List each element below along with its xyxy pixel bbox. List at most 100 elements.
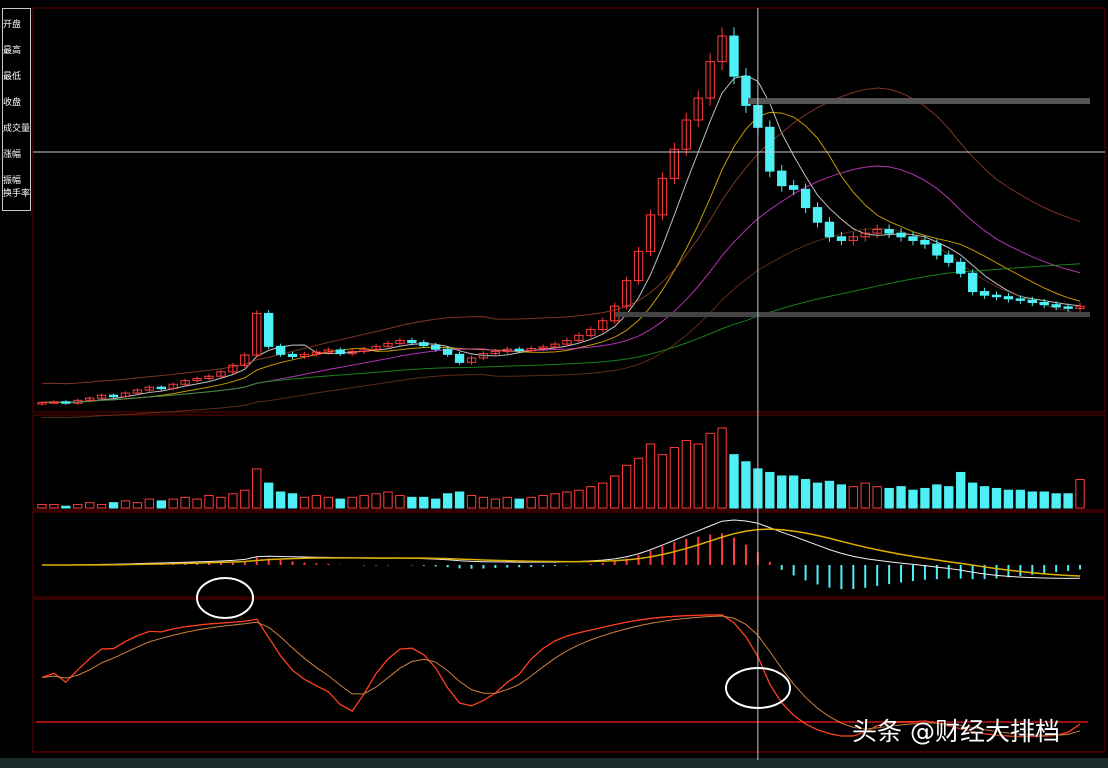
candle	[323, 349, 334, 353]
volume-bar	[908, 489, 918, 509]
candle	[192, 377, 202, 382]
candle	[1051, 304, 1061, 308]
kdj-d-line	[41, 615, 1081, 736]
volume-bar	[431, 498, 441, 509]
candle	[395, 339, 405, 344]
volume-bar	[323, 496, 334, 509]
volume-bar	[192, 498, 202, 509]
candle	[1039, 302, 1049, 306]
annotation-bar	[748, 98, 1090, 104]
candle	[693, 97, 703, 121]
volume-bar	[371, 493, 381, 509]
volume-bar	[204, 495, 214, 509]
candle	[132, 389, 143, 394]
candle	[407, 339, 417, 344]
volume-bar	[621, 464, 632, 509]
candle	[872, 229, 882, 234]
candle	[860, 232, 870, 238]
volume-bar	[1015, 489, 1026, 509]
candle	[717, 35, 727, 63]
candle	[49, 401, 59, 404]
volume-bar	[741, 461, 751, 509]
candle	[216, 371, 226, 377]
macd-dea-line	[41, 528, 1081, 577]
volume-bar	[765, 471, 775, 509]
candle	[502, 348, 512, 352]
volume-bar	[335, 498, 345, 509]
volume-bar	[860, 482, 870, 509]
candle	[454, 353, 465, 363]
candle	[788, 185, 799, 190]
candle	[777, 170, 787, 187]
candle	[884, 229, 894, 234]
volume-bar	[562, 491, 572, 509]
volume-bar	[586, 486, 596, 509]
volume-bar	[120, 500, 131, 509]
candle	[431, 345, 441, 350]
highlight-circle	[196, 577, 254, 619]
volume-bar	[383, 491, 393, 509]
volume-bar	[228, 493, 238, 509]
candle	[812, 207, 823, 223]
lower-band-line	[41, 227, 1081, 419]
volume-bar	[574, 489, 584, 509]
candle	[96, 394, 107, 399]
candle	[562, 339, 572, 345]
candle	[1003, 296, 1014, 300]
info-label-open: 开盘	[3, 20, 22, 30]
candle	[586, 329, 596, 336]
volume-bar	[693, 443, 703, 509]
volume-bar	[299, 496, 310, 509]
candle	[1063, 306, 1073, 309]
volume-bar	[216, 496, 226, 509]
volume-bar	[502, 496, 512, 509]
volume-bar	[717, 427, 727, 509]
candle	[240, 354, 250, 366]
volume-bar	[932, 484, 942, 509]
candle	[848, 236, 859, 241]
volume-bar	[1063, 493, 1073, 509]
candle	[908, 236, 918, 241]
candle	[621, 280, 632, 307]
volume-bar	[478, 496, 489, 509]
panel-frame-macd	[32, 511, 1106, 598]
info-label-turnover: 换手率	[3, 189, 31, 199]
candle	[514, 348, 524, 352]
candle	[526, 347, 536, 352]
panel-frame-price	[32, 7, 1106, 413]
candle	[836, 236, 847, 241]
volume-bar	[645, 443, 656, 509]
candle	[729, 35, 739, 77]
info-label-amplitude: 振幅	[3, 176, 22, 186]
candle	[705, 61, 715, 99]
volume-bar	[49, 503, 59, 509]
volume-bar	[96, 503, 107, 509]
highlight-circle	[725, 667, 791, 709]
ma5-line	[41, 74, 1081, 404]
volume-bar	[896, 486, 906, 509]
volume-bar	[454, 491, 465, 509]
volume-bar	[287, 493, 298, 509]
volume-bar	[681, 439, 691, 509]
candle	[633, 250, 644, 282]
volume-bar	[872, 486, 882, 509]
volume-bar	[108, 502, 119, 509]
volume-bar	[466, 495, 477, 509]
volume-bar	[132, 502, 143, 509]
candle	[419, 342, 429, 347]
status-bar	[0, 758, 1108, 768]
candle	[347, 350, 357, 355]
candle	[991, 294, 1002, 298]
volume-bar	[168, 498, 178, 509]
volume-bar	[788, 475, 799, 509]
volume-bar	[1051, 493, 1061, 509]
candle	[156, 386, 166, 390]
candle	[967, 272, 978, 293]
candle	[741, 75, 751, 106]
candle	[920, 239, 930, 245]
volume-bar	[598, 482, 608, 509]
volume-bar	[73, 503, 83, 509]
volume-bar	[275, 491, 286, 509]
candle	[1027, 299, 1037, 303]
